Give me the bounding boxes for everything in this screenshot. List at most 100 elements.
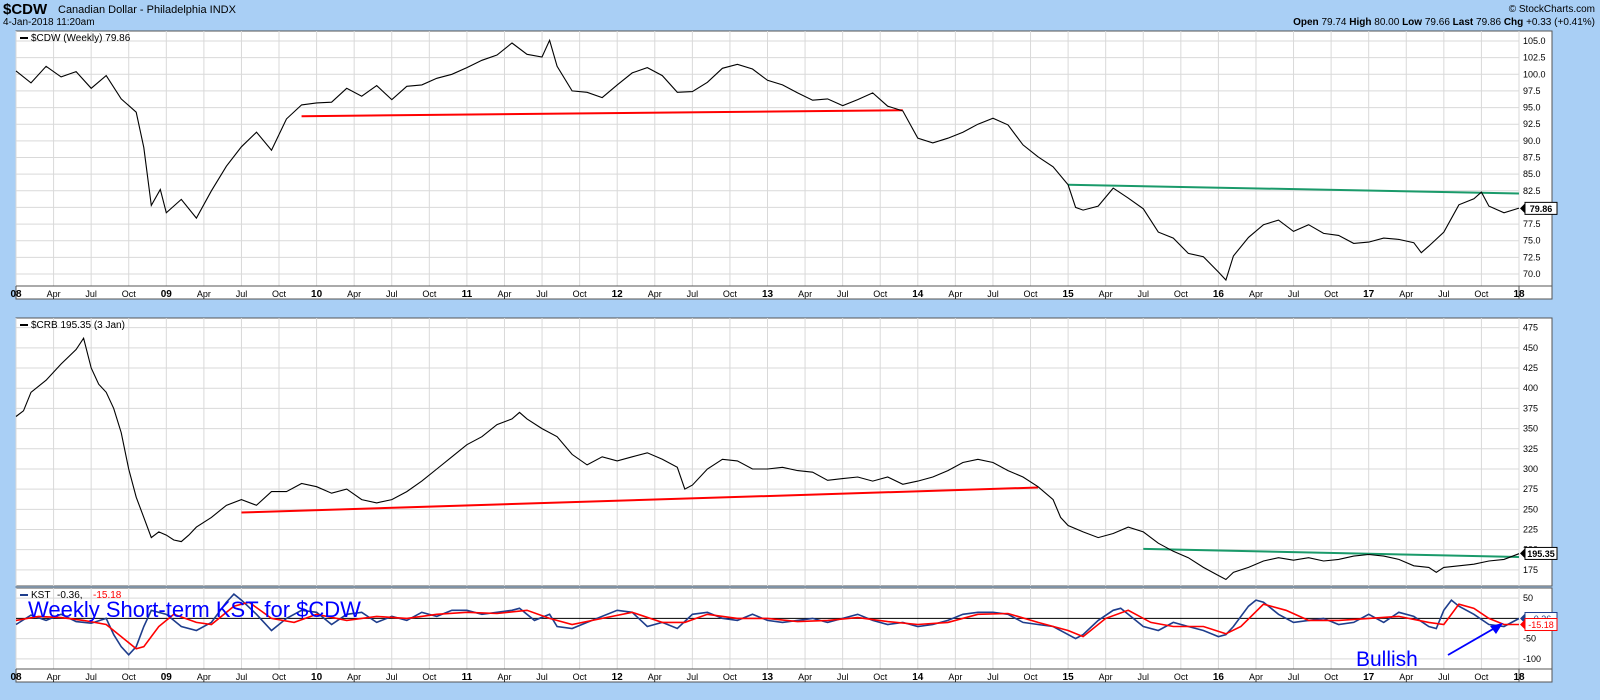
x-tick-label: Apr: [798, 289, 812, 299]
legend-kst-title: KST: [31, 590, 50, 601]
x-tick-label: Jul: [1438, 289, 1450, 299]
kst-annotation-title: Weekly Short-term KST for $CDW: [28, 597, 361, 622]
last-value: 79.86: [1476, 17, 1502, 28]
resistance-trendline: [1143, 547, 1520, 558]
x-tick-label: Jul: [687, 672, 699, 682]
last-value-marker-pointer: [1520, 203, 1525, 214]
x-tick-label: Oct: [1174, 289, 1189, 299]
x-tick-label: Apr: [798, 672, 812, 682]
x-tick-label: Jul: [386, 672, 398, 682]
x-tick-label: Jul: [687, 289, 699, 299]
x-tick-label: Oct: [422, 672, 437, 682]
x-tick-label: Oct: [1474, 672, 1489, 682]
x-tick-label: Apr: [197, 672, 211, 682]
x-tick-label: Oct: [573, 289, 588, 299]
high-label: High: [1349, 17, 1372, 28]
x-tick-label: 17: [1363, 672, 1375, 683]
last-label: Last: [1452, 17, 1474, 28]
y-tick-label: 70.0: [1523, 269, 1541, 279]
x-tick-label: 13: [762, 289, 774, 300]
x-tick-label: Apr: [948, 672, 962, 682]
x-tick-label: 09: [161, 672, 173, 683]
instrument-name-text: Canadian Dollar - Philadelphia: [58, 4, 207, 16]
y-tick-label: 85.0: [1523, 169, 1541, 179]
crb-series-line: [15, 336, 1520, 581]
x-tick-label: 13: [762, 672, 774, 683]
bullish-arrow-shaft: [1447, 624, 1501, 656]
chg-value: +0.33 (+0.41%): [1526, 17, 1595, 28]
y-tick-label: -100: [1523, 654, 1541, 664]
y-tick-label: 100.0: [1523, 69, 1546, 79]
x-tick-label: Oct: [1474, 289, 1489, 299]
x-tick-label: 11: [462, 672, 473, 683]
y-tick-label: 95.0: [1523, 103, 1541, 113]
y-tick-label: -50: [1523, 634, 1536, 644]
open-value: 79.74: [1321, 17, 1347, 28]
x-tick-label: 15: [1063, 289, 1075, 300]
x-tick-label: Jul: [236, 289, 248, 299]
x-tick-label: 16: [1213, 672, 1225, 683]
instrument-name: Canadian Dollar - Philadelphia INDX: [58, 4, 236, 16]
last-value-marker-pointer: [1520, 548, 1525, 559]
x-tick-label: Jul: [1438, 672, 1450, 682]
y-tick-label: 175: [1523, 565, 1538, 575]
y-tick-label: 350: [1523, 424, 1538, 434]
cdw-series-line: [15, 38, 1520, 282]
x-tick-label: Apr: [948, 289, 962, 299]
x-tick-label: Jul: [386, 289, 398, 299]
x-tick-label: Apr: [1099, 672, 1113, 682]
x-tick-label: Apr: [497, 289, 511, 299]
x-tick-label: Oct: [873, 289, 888, 299]
brand-watermark: © StockCharts.com: [1508, 4, 1595, 15]
x-tick-label: Apr: [1249, 672, 1263, 682]
panel-2-frame: [15, 317, 1553, 587]
x-tick-label: Oct: [422, 289, 437, 299]
x-tick-label: Jul: [837, 289, 849, 299]
y-tick-label: 425: [1523, 363, 1538, 373]
y-tick-label: 92.5: [1523, 119, 1541, 129]
quote-summary: Open 79.74 High 80.00 Low 79.66 Last 79.…: [1293, 17, 1595, 28]
x-tick-label: Apr: [648, 672, 662, 682]
x-tick-label: Oct: [272, 289, 287, 299]
open-label: Open: [1293, 17, 1319, 28]
exchange-label: INDX: [209, 4, 236, 16]
x-tick-label: 16: [1213, 289, 1225, 300]
x-tick-label: Jul: [236, 672, 248, 682]
x-tick-label: Apr: [1399, 672, 1413, 682]
y-tick-label: 105.0: [1523, 36, 1546, 46]
y-tick-label: 87.5: [1523, 153, 1541, 163]
x-tick-label: 12: [612, 289, 624, 300]
symbol-title: $CDW: [3, 1, 48, 18]
x-tick-label: Jul: [987, 289, 999, 299]
low-label: Low: [1402, 17, 1423, 28]
y-tick-label: 475: [1523, 323, 1538, 333]
y-tick-label: 75.0: [1523, 236, 1541, 246]
last-value-marker-label: 79.86: [1530, 204, 1553, 214]
y-tick-label: 450: [1523, 343, 1538, 353]
x-tick-label: 08: [10, 672, 22, 683]
x-tick-label: Apr: [47, 672, 61, 682]
x-tick-label: Jul: [837, 672, 849, 682]
bullish-arrow-head: [1490, 623, 1503, 634]
signal-value-marker-pointer: [1520, 619, 1525, 630]
chart-date: 4-Jan-2018 11:20am: [3, 17, 95, 28]
y-tick-label: 375: [1523, 403, 1538, 413]
x-tick-label: 18: [1513, 289, 1525, 300]
last-value-marker-box: [1524, 201, 1558, 215]
y-tick-label: 325: [1523, 444, 1538, 454]
x-tick-label: Apr: [1249, 289, 1263, 299]
x-tick-label: Jul: [987, 672, 999, 682]
support-trendline: [241, 486, 1039, 514]
support-trendline: [301, 109, 903, 118]
x-tick-label: 18: [1513, 672, 1525, 683]
x-tick-label: Apr: [1099, 289, 1113, 299]
y-tick-label: 50: [1523, 593, 1533, 603]
legend-label: $CDW (Weekly) 79.86: [31, 33, 131, 44]
x-tick-label: Oct: [1024, 289, 1039, 299]
x-tick-label: Apr: [197, 289, 211, 299]
x-tick-label: 10: [311, 672, 323, 683]
panel-1-frame: [15, 30, 1553, 300]
last-value-marker-box: [1524, 546, 1558, 560]
